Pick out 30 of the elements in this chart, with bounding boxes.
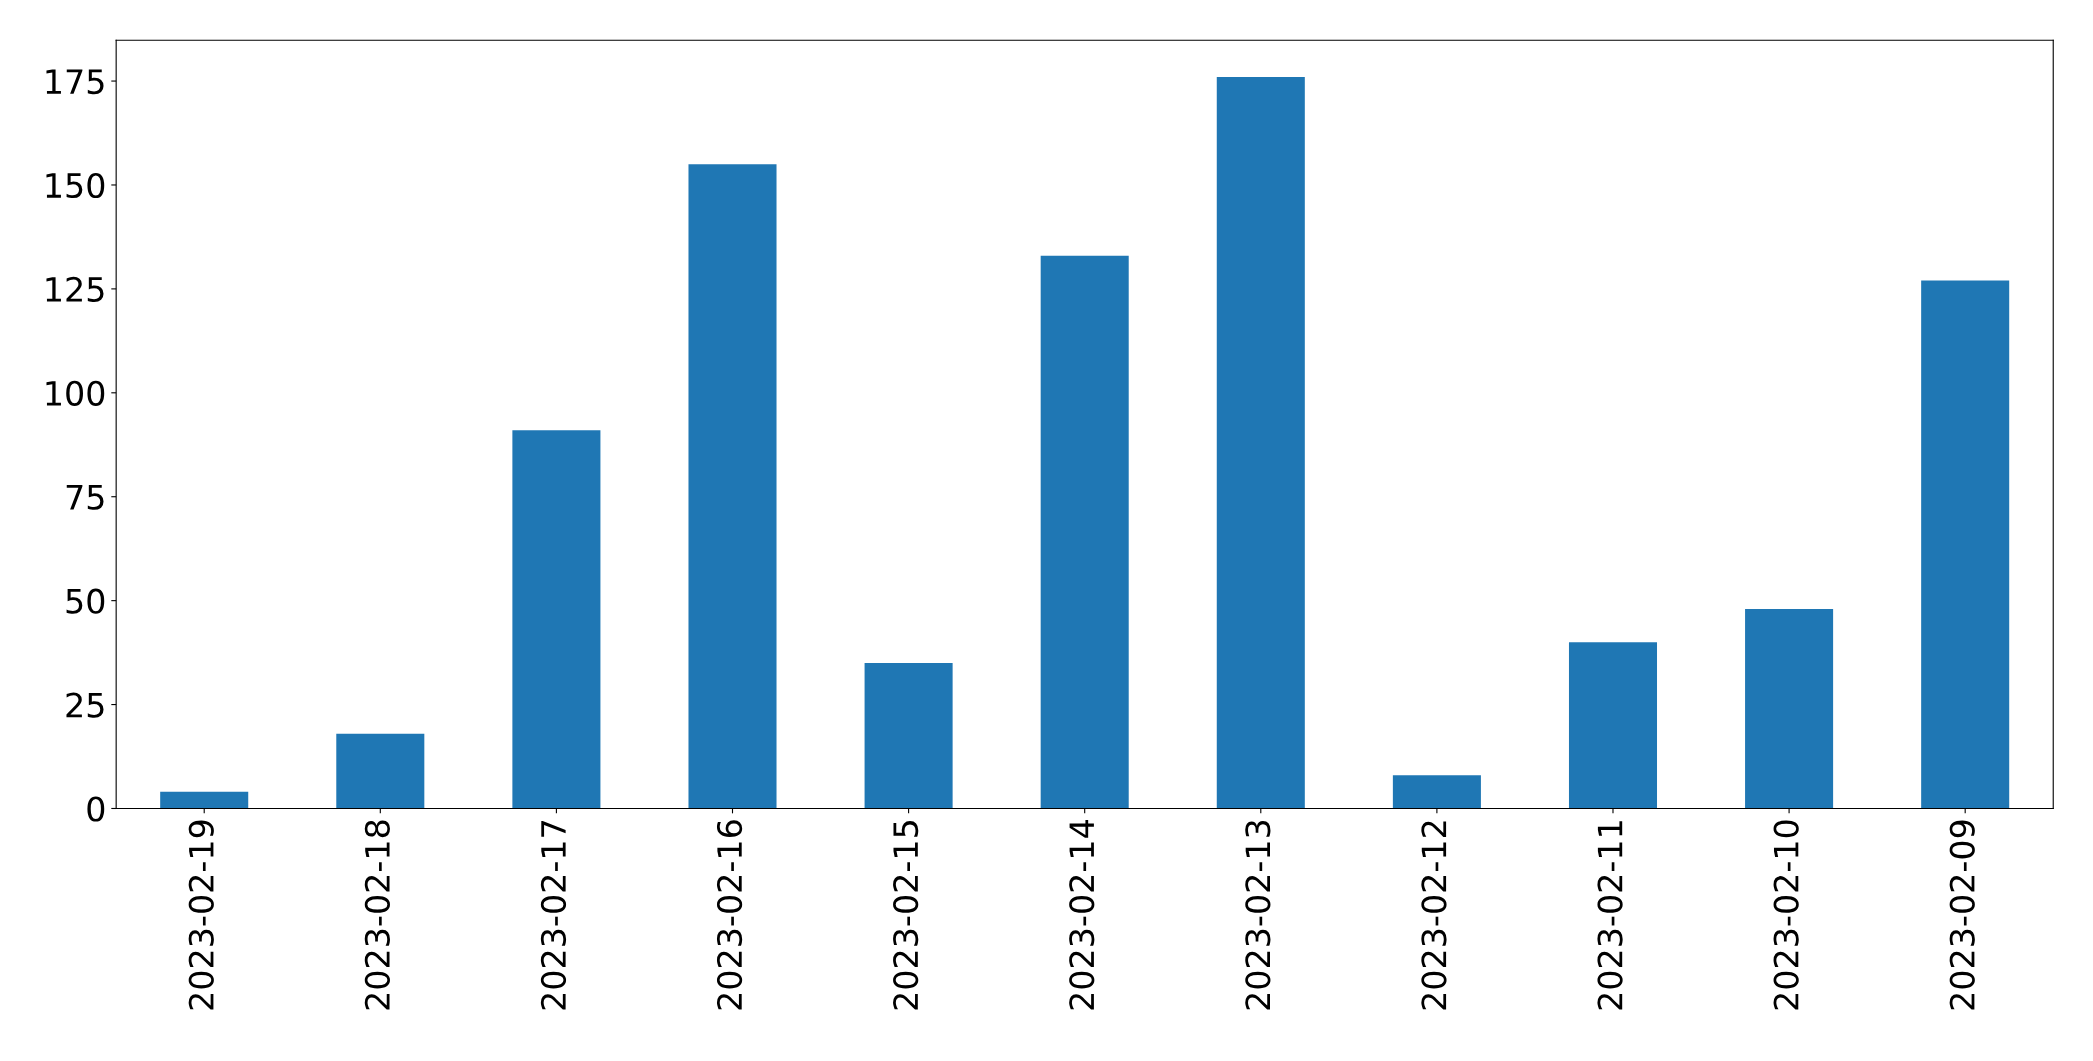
x-tick-label: 2023-02-17 — [540, 821, 567, 1010]
bar — [336, 733, 425, 809]
y-tick-label: 0 — [87, 796, 105, 822]
bar — [1568, 642, 1658, 809]
y-tick-label: 125 — [46, 276, 104, 303]
x-tick-label: 2023-02-14 — [1069, 820, 1095, 1010]
bar — [864, 663, 953, 809]
x-tick-label: 2023-02-18 — [364, 820, 390, 1010]
x-tick-label: 2023-02-19 — [188, 820, 214, 1010]
x-tick-label: 2023-02-11 — [1597, 821, 1623, 1010]
bar — [1921, 280, 2010, 809]
y-tick-label: 25 — [66, 692, 104, 718]
bar — [160, 791, 249, 809]
bar — [1745, 608, 1834, 809]
x-tick-label: 2023-02-16 — [716, 820, 743, 1010]
y-tick-label: 150 — [46, 172, 105, 199]
y-tick-label: 175 — [46, 69, 104, 95]
bar — [1392, 775, 1481, 809]
x-tick-label: 2023-02-09 — [1949, 820, 1975, 1010]
y-tick-label: 100 — [46, 380, 105, 406]
x-tick-label: 2023-02-12 — [1421, 821, 1447, 1010]
x-tick-label: 2023-02-15 — [893, 821, 919, 1010]
x-tick-label: 2023-02-10 — [1773, 820, 1799, 1010]
bar — [512, 430, 601, 809]
bar — [1040, 255, 1129, 809]
y-tick-label: 50 — [66, 588, 105, 614]
y-tick-label: 75 — [66, 485, 104, 510]
bar — [1216, 76, 1305, 809]
x-tick-label: 2023-02-13 — [1245, 820, 1271, 1010]
bar — [688, 164, 777, 809]
